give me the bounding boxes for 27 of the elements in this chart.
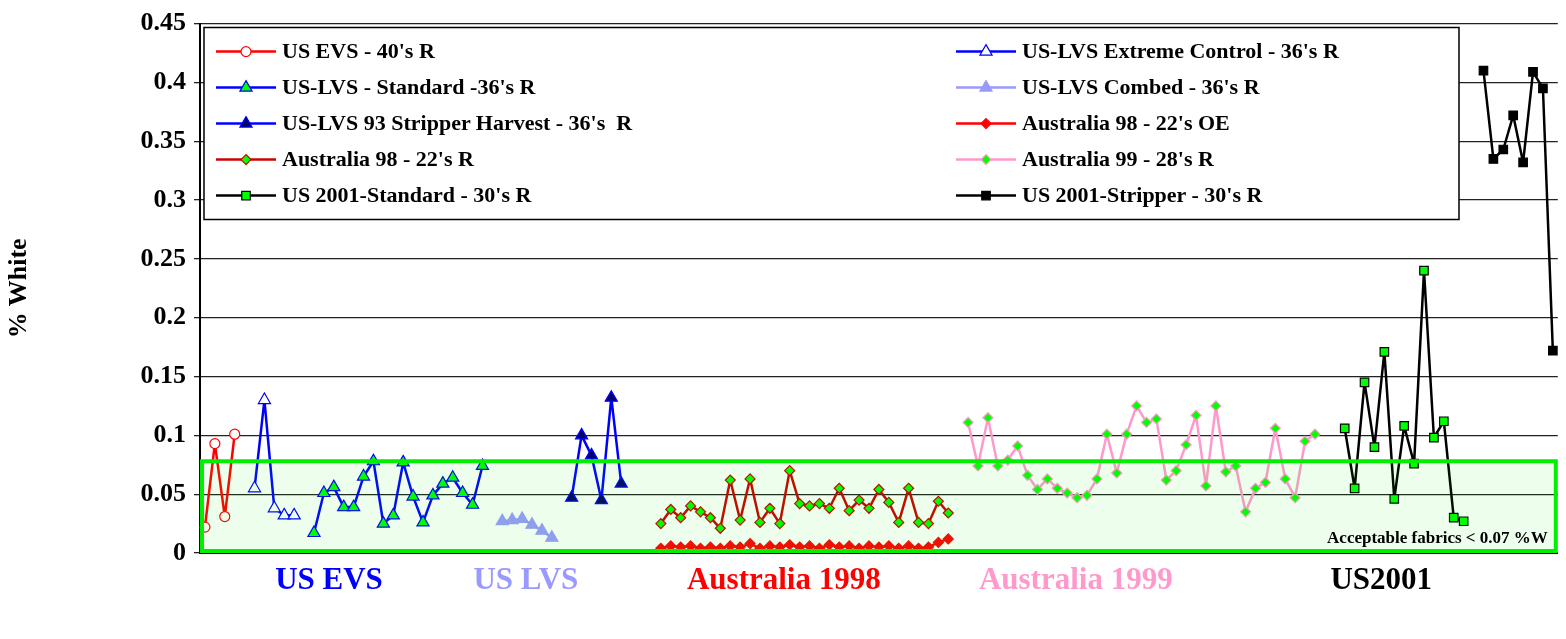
y-tick-label: 0.2 (153, 301, 186, 331)
y-tick-label: 0.45 (140, 7, 186, 37)
legend-label: US-LVS 93 Stripper Harvest - 36's R (282, 110, 634, 136)
y-tick-label: 0.05 (140, 477, 186, 507)
legend-label: US 2001-Standard - 30's R (282, 182, 533, 208)
text: US EVS (275, 561, 383, 597)
legend-label: Australia 98 - 22's OE (1022, 110, 1230, 136)
y-tick-label: 0.35 (140, 124, 186, 154)
legend-label: US-LVS Combed - 36's R (1022, 74, 1261, 100)
text: US2001 (1330, 561, 1433, 597)
y-tick-label: 0.25 (140, 242, 186, 272)
text: US LVS (473, 561, 579, 597)
band-label: Acceptable fabrics < 0.07 %W (1327, 527, 1548, 547)
legend-label: Australia 99 - 28's R (1022, 146, 1215, 172)
legend-label: US-LVS Extreme Control - 36's R (1022, 38, 1340, 64)
y-tick-label: 0.3 (153, 183, 186, 213)
y-tick-label: 0.1 (153, 419, 186, 449)
legend-label: US-LVS - Standard -36's R (282, 74, 537, 100)
y-axis-title: % White (3, 238, 33, 339)
legend-label: US EVS - 40's R (282, 38, 436, 64)
text: Australia 1999 (978, 561, 1173, 597)
legend-label: US 2001-Stripper - 30's R (1022, 182, 1264, 208)
y-tick-label: 0 (173, 536, 186, 566)
y-tick-label: 0.4 (153, 66, 186, 96)
text: Australia 1998 (686, 561, 881, 597)
y-tick-label: 0.15 (140, 360, 186, 390)
legend-label: Australia 98 - 22's R (282, 146, 475, 172)
